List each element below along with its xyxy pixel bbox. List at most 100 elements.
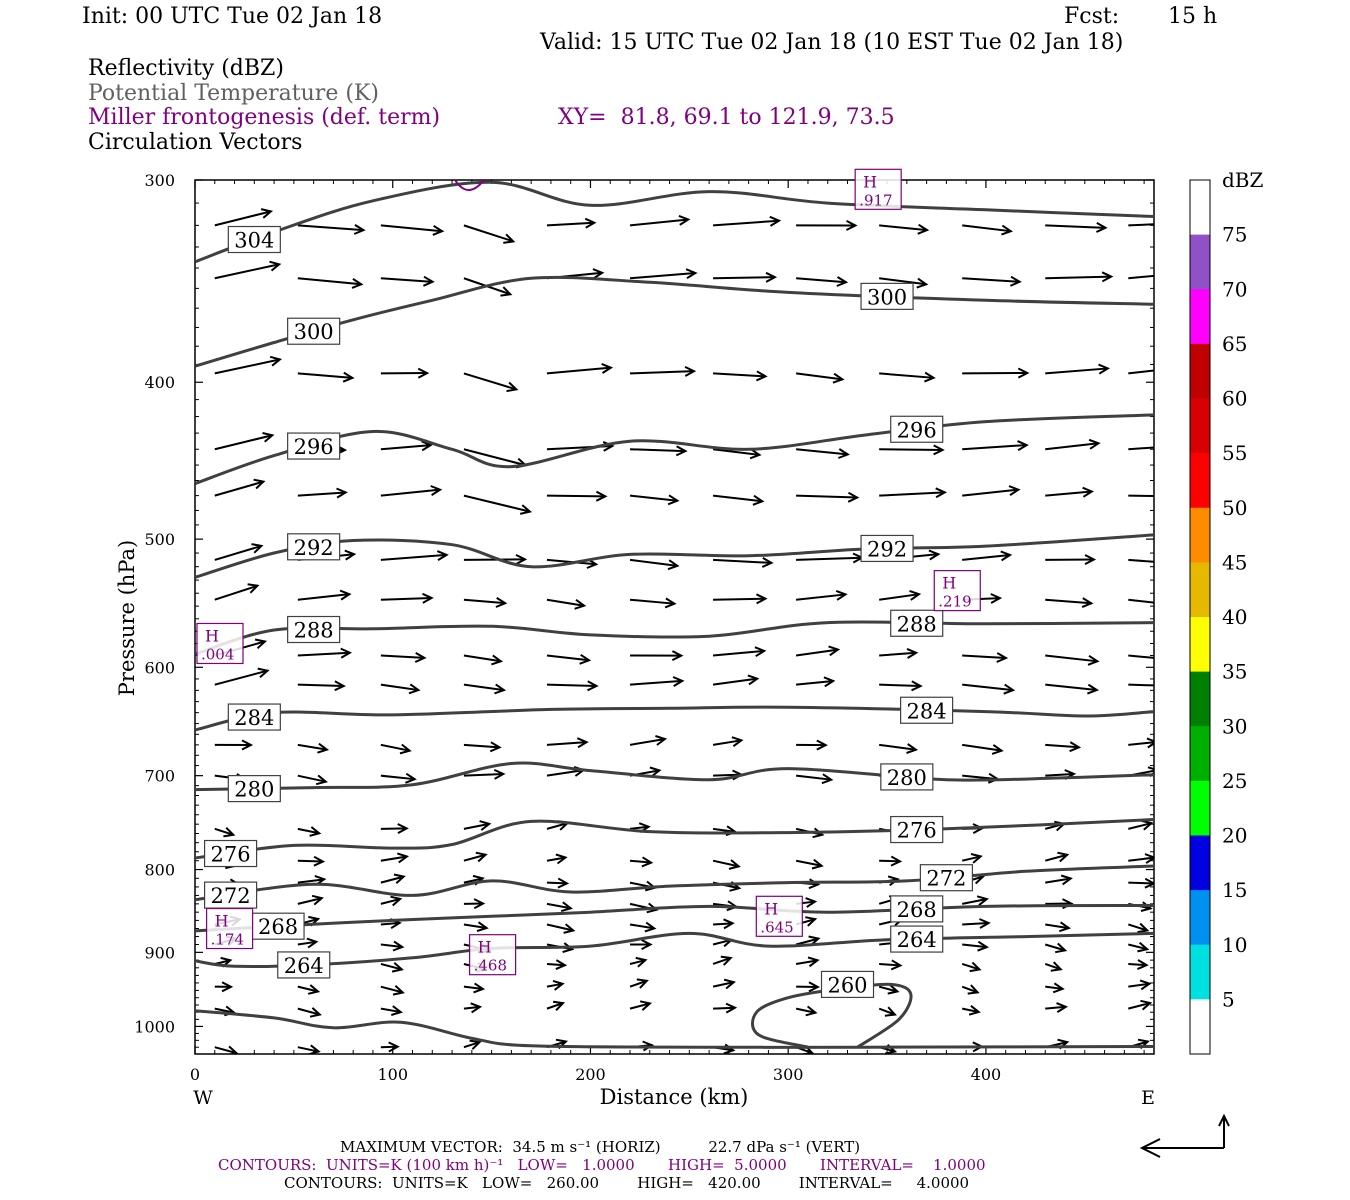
circulation-vector xyxy=(380,485,443,497)
marker-value: .174 xyxy=(211,931,244,949)
circulation-vector xyxy=(463,921,489,933)
colorbar-segment xyxy=(1190,453,1210,509)
x-tick-label: 300 xyxy=(773,1065,804,1084)
circulation-vector xyxy=(380,683,421,695)
circulation-vector xyxy=(796,276,849,287)
circulation-vector xyxy=(795,956,820,968)
axis-labels: Distance (km) Pressure (hPa) W E xyxy=(115,540,1155,1109)
circulation-vector xyxy=(961,853,983,864)
x-tick-label: 0 xyxy=(190,1065,200,1084)
frontogenesis-max-marker: H.174 xyxy=(206,907,254,950)
theta-contour-276 xyxy=(195,818,1154,860)
theta-contour-label: 300 xyxy=(287,317,341,345)
circulation-vector xyxy=(546,737,589,749)
circulation-vector xyxy=(795,589,848,601)
theta-contour-label: 276 xyxy=(890,815,944,844)
circulation-vector xyxy=(1045,654,1100,666)
circulation-vector xyxy=(214,1045,239,1054)
circulation-vector xyxy=(463,494,533,515)
circulation-vector xyxy=(712,494,765,506)
contour-label-box xyxy=(900,696,954,724)
circulation-vector xyxy=(713,1002,738,1014)
circulation-vector xyxy=(380,962,404,973)
circulation-vector xyxy=(961,984,980,995)
colorbar-frame xyxy=(1189,179,1211,1055)
circulation-vector xyxy=(879,855,903,867)
contour-label-box xyxy=(890,895,944,923)
circulation-vector xyxy=(712,955,733,966)
contour-label-box xyxy=(287,533,341,561)
circulation-vector xyxy=(1128,446,1154,451)
circulation-vector xyxy=(878,1006,897,1017)
circulation-vector xyxy=(297,855,326,867)
circulation-vector xyxy=(713,271,778,283)
init-time: Init: 00 UTC Tue 02 Jan 18 xyxy=(82,4,383,29)
circulation-vector xyxy=(629,676,685,687)
circulation-vector xyxy=(1128,223,1154,227)
circulation-vector xyxy=(629,445,688,457)
colorbar-segment xyxy=(1190,398,1210,454)
circulation-vector xyxy=(1044,851,1070,863)
colorbar-segment xyxy=(1190,562,1210,618)
field-potential-temperature: Potential Temperature (K) xyxy=(88,81,379,106)
y-tick-label: 300 xyxy=(144,171,175,190)
circulation-vector xyxy=(297,742,330,754)
colorbar-label: 5 xyxy=(1222,987,1235,1011)
contour-label-box xyxy=(820,970,875,999)
theta-contour-label: 272 xyxy=(203,881,258,909)
circulation-vector xyxy=(546,1000,566,1011)
colorbar-label: 25 xyxy=(1222,769,1247,793)
contour-label-box xyxy=(287,317,341,345)
circulation-vector xyxy=(1128,737,1154,749)
theta-contour-label: 288 xyxy=(287,615,341,644)
contour-label-text: 272 xyxy=(211,884,251,908)
y-tick-label: 600 xyxy=(144,658,175,677)
forecast-label: Fcst: xyxy=(1064,4,1120,29)
circulation-vector xyxy=(796,491,860,503)
circulation-vector xyxy=(214,739,254,751)
circulation-vector xyxy=(297,680,346,692)
contour-label-text: 268 xyxy=(258,915,298,939)
circulation-vector xyxy=(214,432,275,451)
circulation-vector xyxy=(463,982,486,994)
forecast-hour: 15 h xyxy=(1168,4,1218,29)
circulation-vector xyxy=(380,895,403,907)
circulation-vector xyxy=(297,984,321,995)
colorbar-label: 40 xyxy=(1222,605,1247,629)
colorbar-label: 50 xyxy=(1222,496,1247,520)
circulation-vector xyxy=(796,676,836,688)
circulation-vector xyxy=(1045,982,1065,994)
theta-contour-284 xyxy=(195,705,1154,732)
marker-box xyxy=(854,168,902,210)
contour-label-box xyxy=(227,775,281,803)
circulation-vector xyxy=(1128,877,1154,889)
circulation-vector xyxy=(629,558,680,571)
contour-label-box xyxy=(277,951,331,979)
contour-label-text: 264 xyxy=(897,928,937,952)
circulation-vector xyxy=(962,940,989,952)
circulation-vector xyxy=(380,440,433,452)
colorbar-segment xyxy=(1190,180,1210,236)
circulation-vector xyxy=(1128,941,1150,953)
marker-value: .645 xyxy=(760,918,793,936)
circulation-vector xyxy=(297,487,348,499)
circulation-vector xyxy=(962,440,1029,452)
field-circulation-vectors: Circulation Vectors xyxy=(88,130,303,155)
circulation-vector xyxy=(1045,741,1082,753)
circulation-vector xyxy=(629,214,691,227)
valid-time: Valid: 15 UTC Tue 02 Jan 18 (10 EST Tue … xyxy=(540,30,1124,55)
circulation-vector xyxy=(961,961,982,973)
y-tick-label: 800 xyxy=(144,861,175,880)
circulation-vector xyxy=(297,224,366,235)
circulation-vector xyxy=(1045,486,1094,498)
marker-letter: H xyxy=(764,899,778,918)
marker-value: .004 xyxy=(201,645,234,663)
circulation-vector xyxy=(380,1041,400,1053)
theta-contour-label: 268 xyxy=(890,895,944,923)
marker-box xyxy=(933,570,981,612)
circulation-vector xyxy=(629,1000,653,1011)
circulation-vector xyxy=(297,894,324,906)
circulation-vector xyxy=(1128,558,1154,563)
marker-value: .468 xyxy=(474,957,507,975)
colorbar-segment xyxy=(1190,289,1210,345)
